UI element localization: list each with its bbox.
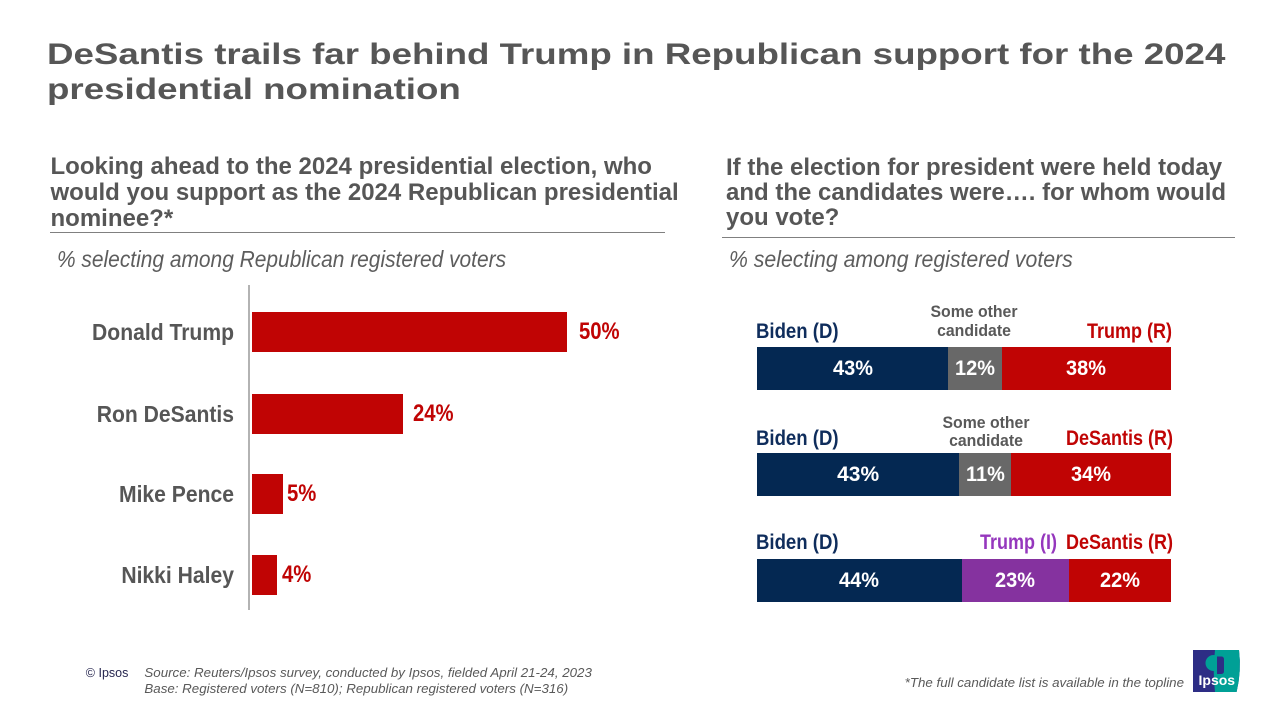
svg-text:Ipsos: Ipsos [1199, 672, 1236, 688]
